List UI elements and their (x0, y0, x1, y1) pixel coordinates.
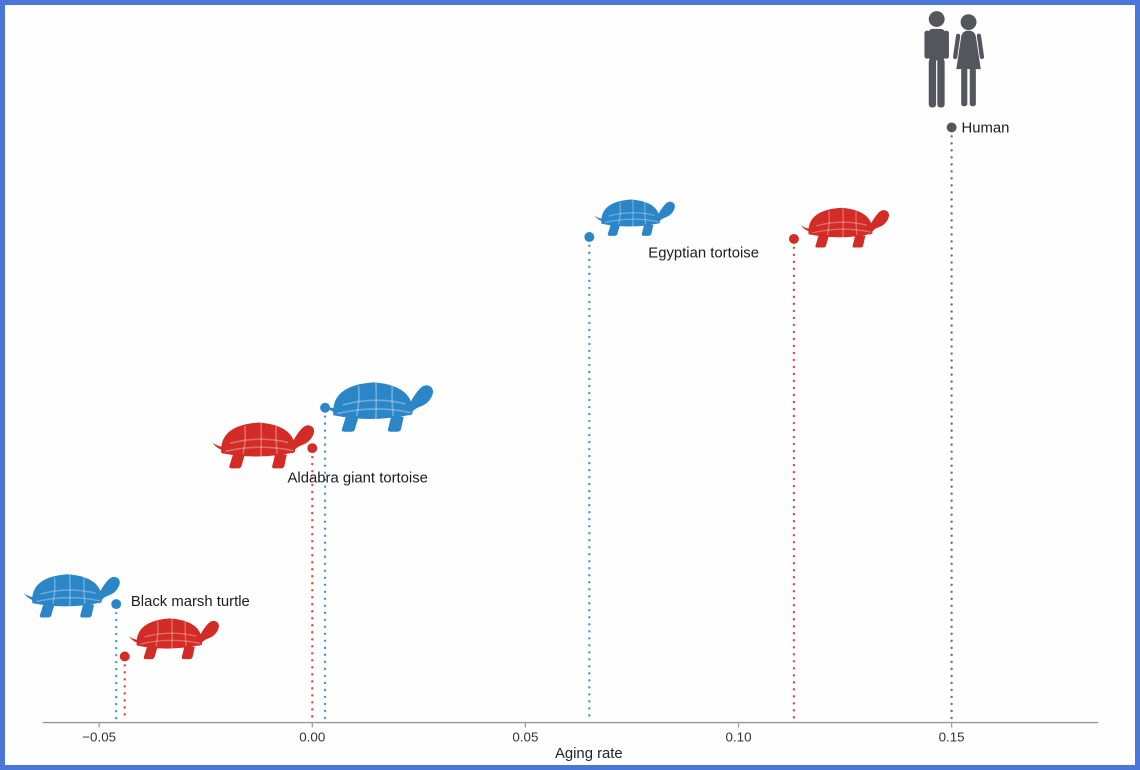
x-tick-label-0-05: 0.05 (512, 729, 538, 744)
x-axis-title: Aging rate (555, 746, 623, 762)
label-aldabra-giant-tortoise: Aldabra giant tortoise (288, 471, 428, 487)
egyptian-tortoise-red-icon (800, 207, 890, 249)
species-icons (23, 11, 985, 660)
aldabra-giant-tortoise-blue-icon (322, 381, 434, 433)
species-labels: Black marsh turtle Aldabra giant tortoise… (131, 120, 1010, 610)
label-human: Human (962, 120, 1010, 136)
x-tick-label-0-10: 0.10 (725, 729, 751, 744)
point-egyptian-tortoise-red (788, 233, 799, 244)
point-egyptian-tortoise-blue (584, 232, 595, 242)
aldabra-giant-tortoise-red-icon (211, 421, 315, 470)
point-black-marsh-turtle-blue (111, 599, 122, 610)
x-axis: −0.05 0.00 0.05 0.10 0.15 (42, 721, 1099, 744)
point-human-gray (946, 122, 957, 133)
x-tick-label-0-15: 0.15 (939, 729, 965, 744)
x-tick-label-0-00: 0.00 (299, 729, 325, 744)
label-egyptian-tortoise: Egyptian tortoise (648, 246, 759, 262)
aging-rate-chart: −0.05 0.00 0.05 0.10 0.15 Black marsh turtle… (23, 11, 1099, 762)
point-aldabra-giant-tortoise-blue (320, 402, 331, 413)
black-marsh-turtle-red-icon (128, 617, 220, 660)
human-pair-icon (924, 11, 985, 108)
point-black-marsh-turtle-red (119, 651, 130, 662)
point-aldabra-giant-tortoise-red (307, 443, 318, 454)
black-marsh-turtle-blue-icon (23, 573, 121, 619)
egyptian-tortoise-blue-icon (593, 198, 676, 237)
label-black-marsh-turtle: Black marsh turtle (131, 594, 250, 610)
x-tick-label-0-05: −0.05 (82, 729, 116, 744)
dotted-drop-lines (115, 135, 953, 722)
data-points (111, 122, 957, 662)
